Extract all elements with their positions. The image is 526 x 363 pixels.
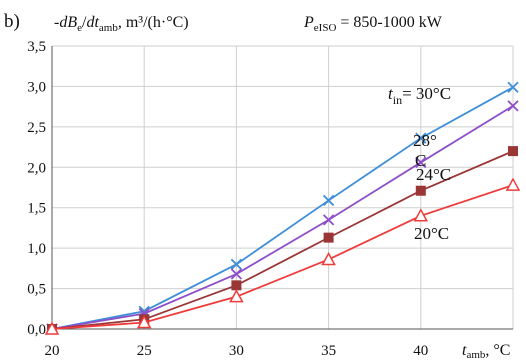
annotation-20: 20°C (414, 224, 449, 243)
annotation-24: 24°C (416, 165, 451, 184)
x-tick-label: 40 (413, 343, 428, 359)
series-1 (46, 100, 519, 335)
data-point (415, 156, 427, 169)
data-point (323, 232, 334, 243)
series-3 (44, 177, 521, 335)
y-tick-label: 1,0 (27, 241, 46, 257)
data-point (321, 251, 336, 266)
x-tick-label: 20 (45, 343, 60, 359)
data-point (229, 289, 244, 303)
data-point (322, 194, 335, 207)
data-point (415, 132, 427, 144)
x-tick-label: 35 (321, 343, 336, 359)
data-point (415, 185, 426, 196)
x-axis-label: tamb, °C (462, 342, 510, 361)
annotation-28-c: C (415, 151, 426, 170)
power-label: PeISO = 850-1000 kW (303, 14, 443, 34)
data-point (231, 280, 242, 291)
y-tick-label: 2,5 (27, 120, 46, 136)
data-point (44, 321, 60, 335)
x-tick-label: 25 (137, 343, 152, 359)
axes: 0,0 0,5 1,0 1,5 2,0 2,5 3,0 3,5 20 25 30 35 40 (27, 39, 513, 359)
panel-label: b) (4, 11, 20, 32)
data-point (507, 100, 519, 112)
series-layer (44, 81, 521, 335)
data-point (230, 268, 243, 280)
y-tick-label: 3,0 (27, 79, 46, 95)
data-point (136, 314, 152, 329)
data-point (413, 208, 429, 222)
annotation-tin: tin= 30°C (388, 84, 451, 107)
data-point (507, 81, 519, 93)
series-line (51, 150, 514, 330)
y-axis-label: -dBe/dtamb, m³/(h·°C) (54, 14, 189, 34)
y-tick-label: 2,0 (27, 160, 46, 176)
series-line (51, 184, 514, 330)
data-point (508, 146, 518, 157)
y-tick-label: 0,5 (27, 282, 46, 298)
y-tick-label: 0,0 (27, 322, 46, 338)
data-point (322, 214, 335, 226)
annotation-28: 28° (413, 131, 437, 150)
x-tick-label: 30 (229, 343, 244, 359)
y-tick-label: 1,5 (27, 201, 46, 217)
data-point (505, 177, 521, 191)
series-line (51, 86, 514, 330)
y-tick-label: 3,5 (27, 39, 46, 55)
data-point (230, 258, 243, 270)
series-line (51, 105, 514, 330)
